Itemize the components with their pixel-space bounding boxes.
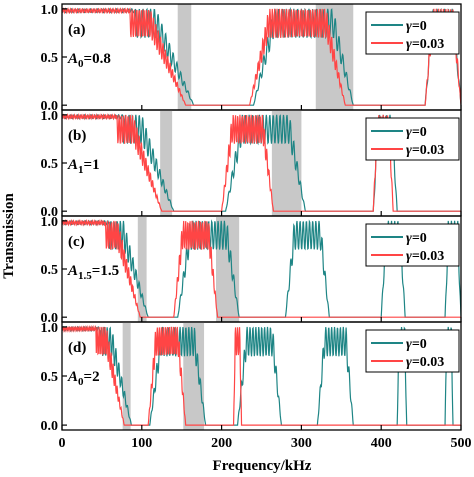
y-tick-label: 0.5 [41, 370, 59, 385]
panel-b: 0.0 0.5 1.0 (b) A1=1 γ=0 γ=0.03 [41, 109, 462, 220]
y-tick-label: 0.0 [41, 205, 59, 220]
x-axis-title: Frequency/kHz [213, 458, 312, 474]
legend-box [365, 117, 460, 161]
legend-entry: γ=0.03 [406, 249, 444, 264]
legend-entry: γ=0 [406, 19, 427, 34]
panel-letter: (d) [68, 340, 86, 356]
shaded-band [137, 216, 147, 322]
x-tick-label: 0 [59, 436, 66, 451]
shaded-band [183, 322, 205, 430]
panel-a: 0.0 0.5 1.0 (a) A0=0.8 γ=0 γ=0.03 [41, 3, 462, 114]
panel-letter: (b) [68, 128, 86, 144]
legend-entry: γ=0.03 [406, 37, 444, 52]
x-tick-label: 400 [371, 436, 392, 451]
y-tick-label: 0.5 [41, 51, 59, 66]
legend-entry: γ=0.03 [406, 143, 444, 158]
y-tick-label: 1.0 [41, 321, 59, 336]
amplitude-label: A0=2 [67, 369, 100, 388]
amplitude-label: A0=0.8 [67, 51, 111, 70]
x-tick-label: 300 [291, 436, 312, 451]
y-tick-label: 0.0 [41, 99, 59, 114]
shaded-band [160, 110, 173, 216]
panel-letter: (c) [68, 234, 85, 250]
y-tick-label: 1.0 [41, 3, 59, 18]
legend: γ=0 γ=0.03 [365, 11, 460, 55]
panel-c: 0.0 0.5 1.0 (c) A1.5=1.5 γ=0 γ=0.03 [41, 215, 462, 326]
legend-entry: γ=0.03 [406, 355, 444, 370]
amplitude-label: A1=1 [67, 157, 100, 176]
x-tick-labels: 0 100 200 300 400 500 [59, 436, 472, 451]
series-gamma-0.03-line [62, 113, 461, 212]
y-tick-label: 1.0 [41, 215, 59, 230]
legend-box [365, 329, 460, 373]
shaded-band [177, 4, 192, 110]
y-tick-label: 0.5 [41, 263, 59, 278]
y-tick-label: 1.0 [41, 109, 59, 124]
legend: γ=0 γ=0.03 [365, 329, 460, 373]
legend-entry: γ=0 [406, 125, 427, 140]
x-tick-label: 200 [211, 436, 232, 451]
legend: γ=0 γ=0.03 [365, 223, 460, 267]
x-tick-label: 500 [451, 436, 472, 451]
legend-box [365, 223, 460, 267]
series-gamma-0.03-line [62, 218, 461, 318]
y-tick-label: 0.0 [41, 311, 59, 326]
amplitude-label: A1.5=1.5 [67, 263, 119, 282]
series-gamma-0.03-line [62, 324, 461, 426]
y-tick-label: 0.5 [41, 157, 59, 172]
legend-box [365, 11, 460, 55]
panel-letter: (a) [68, 22, 86, 38]
legend-entry: γ=0 [406, 337, 427, 352]
x-tick-label: 100 [131, 436, 152, 451]
shaded-band [122, 322, 131, 430]
legend-entry: γ=0 [406, 231, 427, 246]
y-axis-title: Transmission [1, 193, 17, 279]
y-tick-label: 0.0 [41, 419, 59, 434]
series-gamma-0.03-line [62, 7, 461, 106]
panels-group: 0.0 0.5 1.0 (a) A0=0.8 γ=0 γ=0.03 0.0 0.5 1.0 (b) A… [41, 3, 462, 434]
legend: γ=0 γ=0.03 [365, 117, 460, 161]
panel-d: 0.0 0.5 1.0 (d) A0=2 γ=0 γ=0.03 [41, 321, 462, 434]
